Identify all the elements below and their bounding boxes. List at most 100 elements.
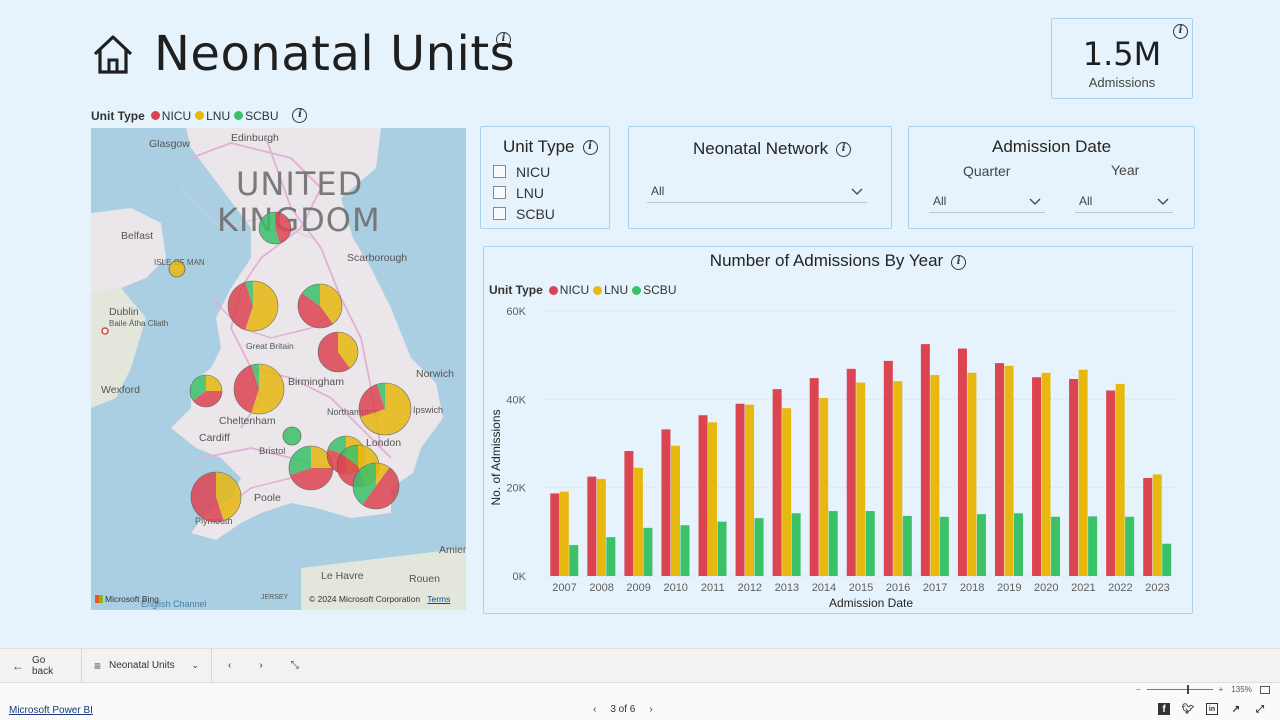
admissions-by-year-chart[interactable]: Number of Admissions By Year i Unit Type … (483, 246, 1193, 614)
unit-bubble[interactable] (352, 462, 400, 510)
bar-nicu[interactable] (698, 415, 708, 576)
legend-entry-lnu[interactable]: LNU (593, 283, 628, 297)
chevron-left-icon[interactable]: ‹ (593, 704, 597, 715)
unit-bubble[interactable] (227, 280, 279, 332)
bar-scbu[interactable] (717, 521, 727, 576)
zoom-in-icon[interactable]: + (1218, 685, 1224, 694)
bar-scbu[interactable] (902, 515, 912, 576)
bar-lnu[interactable] (967, 372, 977, 576)
bar-lnu[interactable] (782, 408, 792, 576)
legend-entry-nicu[interactable]: NICU (548, 283, 589, 297)
bar-nicu[interactable] (1143, 477, 1153, 576)
info-icon[interactable]: i (1173, 24, 1188, 39)
legend-entry-scbu[interactable]: SCBU (632, 283, 676, 297)
bar-nicu[interactable] (920, 344, 930, 576)
bar-chart-plot[interactable]: 0K 20K 40K 60K 2007 2008 2009 2010 2011 2012 2013 2… (484, 247, 1191, 612)
fullscreen-icon[interactable]: ⤢ (1256, 703, 1264, 715)
checkbox-lnu[interactable]: LNU (493, 182, 555, 203)
collapse-button[interactable]: ⤡ (275, 649, 315, 683)
info-icon[interactable]: i (496, 32, 511, 47)
map-bubbles[interactable] (91, 128, 466, 610)
info-icon[interactable]: i (836, 141, 852, 157)
bar-nicu[interactable] (550, 493, 560, 576)
share-icon[interactable]: ↗ (1231, 703, 1241, 715)
bar-nicu[interactable] (624, 451, 634, 576)
chevron-right-icon[interactable]: › (649, 704, 653, 715)
info-icon[interactable]: i (582, 139, 598, 155)
bar-scbu[interactable] (1125, 516, 1135, 576)
home-icon[interactable] (92, 32, 134, 76)
unit-bubble[interactable] (288, 445, 334, 491)
map-visual[interactable]: Glasgow Edinburgh Belfast ISLE OF MAN Sc… (91, 128, 466, 610)
bar-nicu[interactable] (809, 378, 819, 576)
bar-scbu[interactable] (939, 516, 949, 576)
zoom-out-icon[interactable]: − (1136, 685, 1141, 694)
bar-scbu[interactable] (1051, 516, 1061, 576)
twitter-icon[interactable]: 🐦︎ (1181, 703, 1195, 715)
bar-nicu[interactable] (735, 403, 745, 576)
bar-nicu[interactable] (587, 476, 597, 576)
bar-scbu[interactable] (643, 527, 653, 576)
quarter-dropdown[interactable]: All (929, 189, 1045, 213)
bar-lnu[interactable] (819, 398, 829, 576)
bar-scbu[interactable] (754, 518, 764, 576)
bar-nicu[interactable] (957, 348, 967, 576)
linkedin-icon[interactable]: in (1206, 703, 1218, 715)
next-page-button[interactable]: › (247, 649, 274, 683)
unit-bubble[interactable] (258, 211, 292, 245)
legend-entry-nicu[interactable]: NICU (150, 109, 191, 123)
network-dropdown[interactable]: All (647, 179, 867, 203)
page-selector[interactable]: ≡ Neonatal Units ⌄ (82, 648, 212, 683)
bar-lnu[interactable] (559, 491, 569, 576)
unit-bubble[interactable] (168, 260, 186, 278)
info-icon[interactable]: i (292, 108, 308, 123)
bar-scbu[interactable] (828, 511, 838, 576)
terms-link[interactable]: Terms (427, 594, 451, 604)
unit-bubble[interactable] (297, 283, 343, 329)
unit-bubble[interactable] (358, 382, 412, 436)
prev-page-button[interactable]: ‹ (212, 649, 247, 683)
bar-lnu[interactable] (1115, 383, 1125, 576)
power-bi-link[interactable]: Microsoft Power BI (9, 705, 93, 716)
fit-page-icon[interactable] (1259, 685, 1270, 694)
bar-lnu[interactable] (670, 445, 680, 576)
checkbox-nicu[interactable]: NICU (493, 161, 555, 182)
bar-lnu[interactable] (633, 467, 643, 576)
bar-lnu[interactable] (708, 422, 718, 576)
bar-scbu[interactable] (680, 525, 690, 576)
bar-lnu[interactable] (893, 381, 903, 576)
facebook-icon[interactable]: f (1158, 703, 1170, 715)
info-icon[interactable]: i (951, 255, 967, 270)
legend-entry-scbu[interactable]: SCBU (234, 109, 278, 123)
bar-lnu[interactable] (856, 382, 866, 576)
bar-scbu[interactable] (865, 511, 875, 576)
unit-bubble[interactable] (190, 471, 242, 523)
bar-lnu[interactable] (930, 375, 940, 576)
bar-nicu[interactable] (661, 429, 671, 576)
zoom-control[interactable]: − + 135% (1136, 685, 1270, 694)
checkbox-scbu[interactable]: SCBU (493, 203, 555, 224)
go-back-button[interactable]: ← Go back (0, 648, 82, 683)
legend-entry-lnu[interactable]: LNU (195, 109, 230, 123)
bar-lnu[interactable] (596, 478, 606, 576)
unit-bubble[interactable] (282, 426, 302, 446)
bar-scbu[interactable] (1088, 516, 1098, 576)
bar-scbu[interactable] (606, 537, 616, 576)
year-dropdown[interactable]: All (1075, 189, 1173, 213)
bar-lnu[interactable] (1004, 365, 1014, 576)
bar-scbu[interactable] (1013, 513, 1023, 576)
unit-bubble[interactable] (317, 331, 359, 373)
bar-nicu[interactable] (1106, 390, 1116, 577)
bar-lnu[interactable] (1152, 474, 1162, 576)
bar-lnu[interactable] (745, 404, 755, 576)
bar-nicu[interactable] (1032, 377, 1042, 576)
unit-bubble[interactable] (233, 363, 285, 415)
bar-lnu[interactable] (1078, 369, 1088, 576)
bar-nicu[interactable] (772, 389, 782, 576)
bar-scbu[interactable] (976, 514, 986, 576)
bar-scbu[interactable] (569, 545, 579, 576)
bar-lnu[interactable] (1041, 372, 1051, 576)
bar-scbu[interactable] (791, 513, 801, 576)
bar-nicu[interactable] (883, 360, 893, 576)
bar-nicu[interactable] (1069, 379, 1079, 576)
